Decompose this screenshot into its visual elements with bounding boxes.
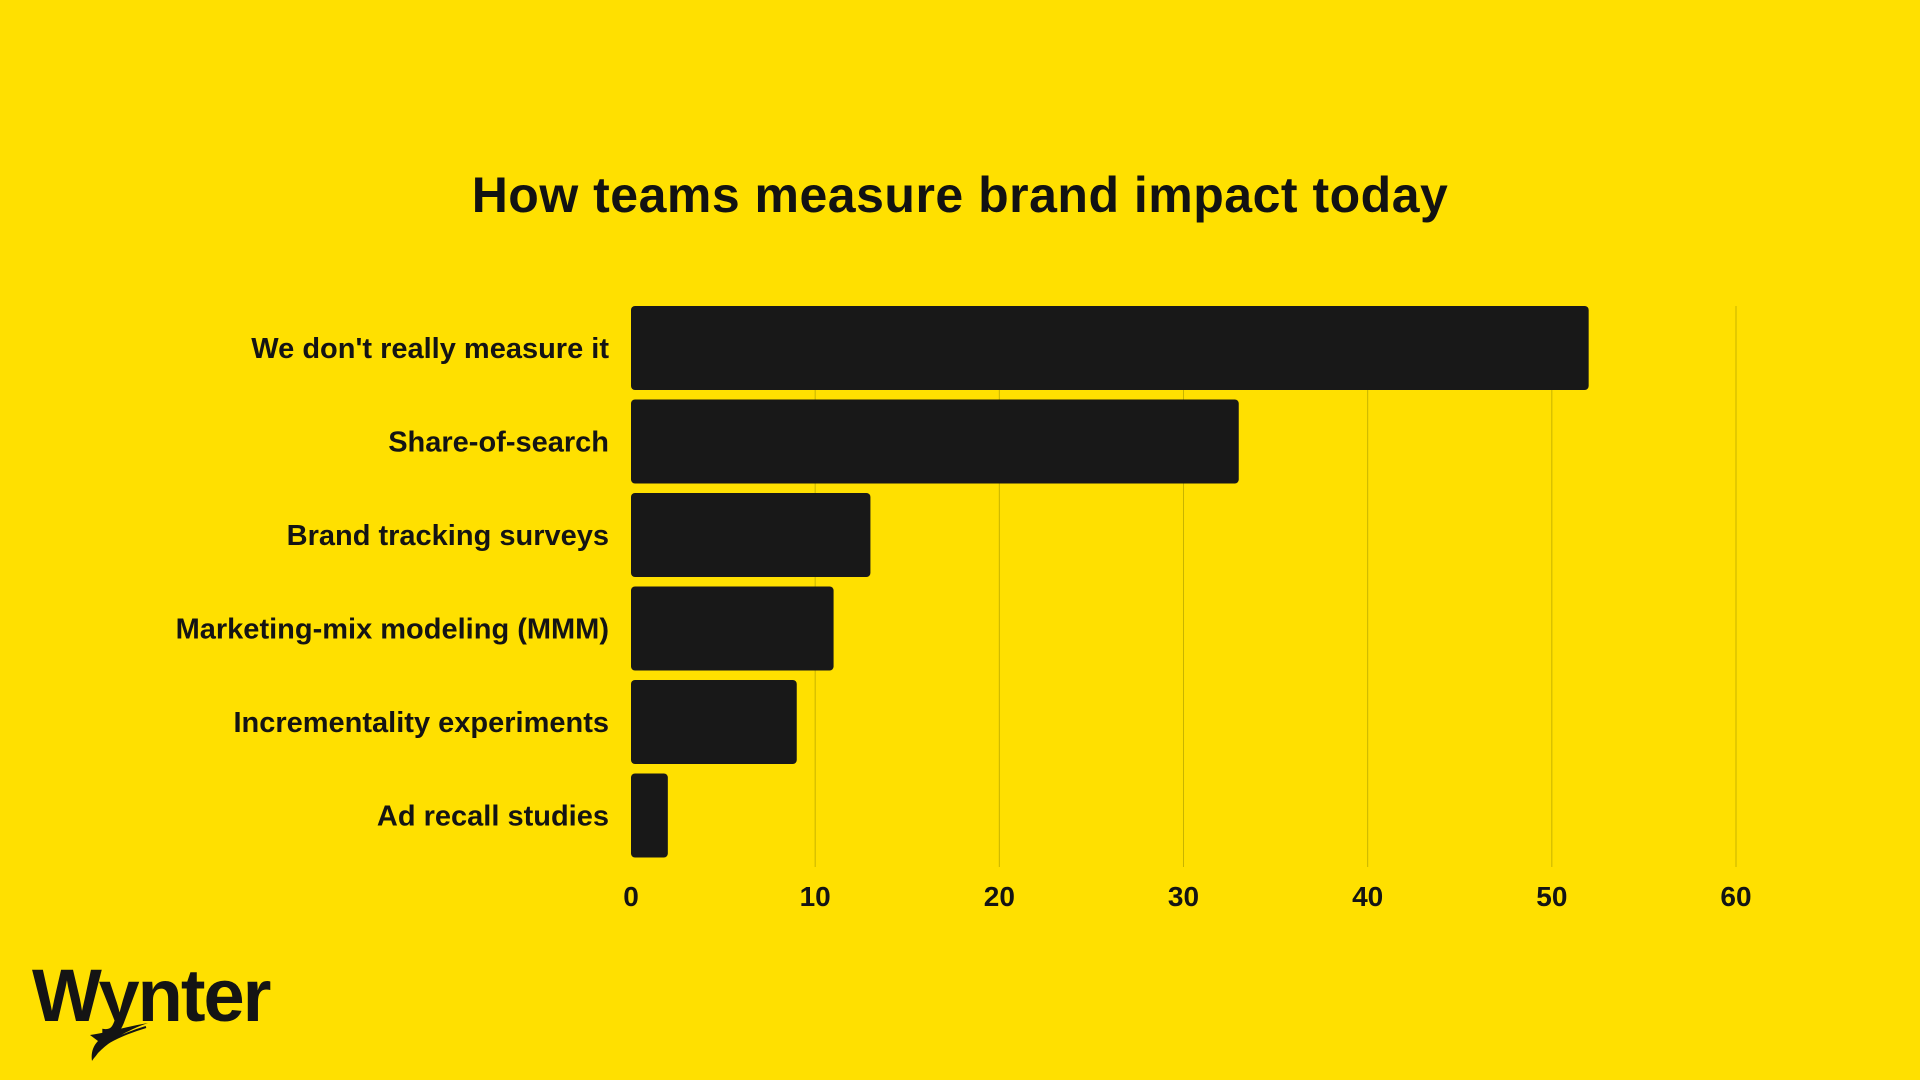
chart-title: How teams measure brand impact today <box>471 167 1449 223</box>
bar-5 <box>631 773 668 858</box>
x-axis-ticks: 0 10 20 30 40 50 60 <box>623 881 1751 912</box>
bar-4 <box>631 680 797 764</box>
x-tick-label: 30 <box>1168 881 1199 912</box>
category-label: Ad recall studies <box>377 801 609 833</box>
bars <box>631 306 1589 858</box>
logo-brush-stroke-icon <box>95 1026 147 1052</box>
x-tick-label: 50 <box>1536 881 1567 912</box>
bar-2 <box>631 493 871 577</box>
x-tick-label: 20 <box>984 881 1015 912</box>
x-tick-label: 60 <box>1720 881 1751 912</box>
category-label: We don't really measure it <box>251 333 609 365</box>
category-label: Share-of-search <box>388 427 609 459</box>
category-label: Brand tracking surveys <box>287 520 609 552</box>
category-label: Incrementality experiments <box>233 707 609 739</box>
bar-1 <box>631 399 1239 484</box>
x-tick-label: 0 <box>623 881 639 912</box>
bar-0 <box>631 306 1589 390</box>
category-labels: We don't really measure it Share-of-searc… <box>176 333 610 833</box>
category-label: Marketing-mix modeling (MMM) <box>176 614 609 646</box>
gridlines <box>814 306 1737 867</box>
bar-3 <box>631 586 834 671</box>
brand-logo: Wynter <box>32 955 273 1061</box>
logo-swoosh-icon <box>90 1023 148 1061</box>
x-tick-label: 10 <box>800 881 831 912</box>
logo-wordmark: Wynter <box>32 955 271 1037</box>
x-tick-label: 40 <box>1352 881 1383 912</box>
